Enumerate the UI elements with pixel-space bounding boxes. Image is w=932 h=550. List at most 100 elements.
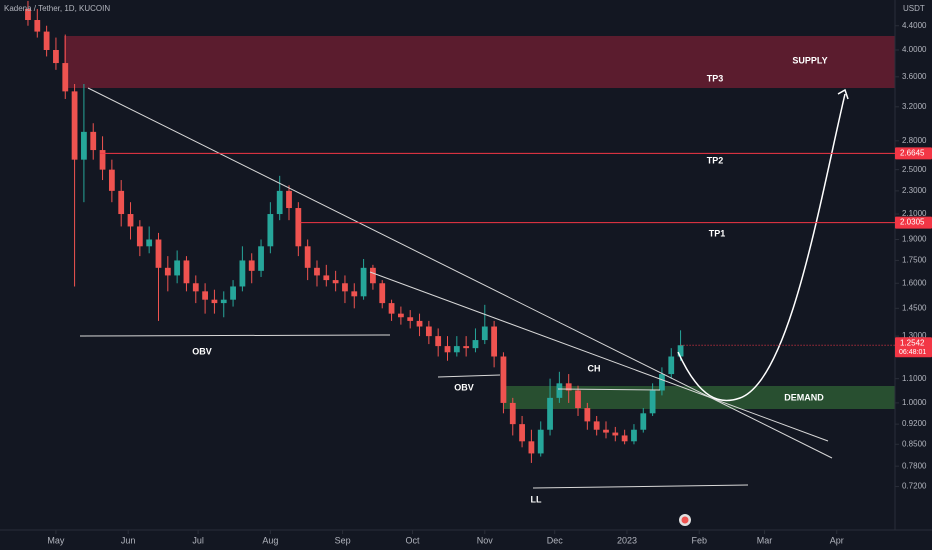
last-price-box [895,337,932,358]
arrow-head [837,88,849,100]
candle-body [640,413,647,430]
ch-line [557,388,661,391]
x-tick-label: 2023 [617,535,637,545]
y-tick-label: 4.4000 [902,21,927,30]
candle-body [379,283,386,304]
candle-body [463,346,470,349]
x-tick-label: Sep [335,535,351,545]
y-tick-label: 0.7800 [902,461,927,470]
countdown-label: 06:48:01 [899,349,926,356]
candle-body [211,299,218,304]
candle-body [53,49,59,64]
candle-body [668,356,675,375]
x-tick-label: Feb [691,535,707,545]
y-tick-label: 4.0000 [902,45,927,54]
annotation: OBV [192,346,212,356]
candle-body [575,390,581,409]
candle-body [276,190,283,215]
ll-line [532,484,749,489]
candle-body [127,214,134,227]
y-tick-label: 1.7500 [902,256,927,265]
annotation: DEMAND [784,392,824,402]
candle-body [481,326,488,341]
candle-body [444,346,451,353]
candle-body [677,345,684,357]
y-tick-label: 2.8000 [902,136,927,145]
candle-body [220,299,227,304]
candle-body [603,429,609,433]
candle-body [528,441,535,454]
y-tick-label: 1.3000 [902,331,927,340]
candle-body [267,214,274,247]
candle-body [388,303,395,314]
candle-body [370,267,376,284]
x-tick-label: May [47,535,65,545]
y-tick-label: 1.1000 [902,374,927,383]
candle-body [295,208,302,247]
last-price-label: 1.2542 [900,338,925,347]
annotation: TP1 [709,228,726,238]
candle-body [491,326,498,357]
candle-body [155,239,162,268]
annotation: TP3 [707,73,724,83]
candle-body [164,267,171,276]
currency-label: USDT [903,4,925,13]
candle-body [174,260,181,276]
candle-body [183,260,190,284]
x-tick-label: Apr [830,535,844,545]
x-tick-label: Oct [406,535,421,545]
candle-body [81,131,87,160]
y-tick-label: 0.7200 [902,482,927,491]
candle-body [230,286,236,300]
candle-body [519,424,525,442]
candle-body [397,313,404,318]
x-tick-label: Mar [757,535,773,545]
support-line [79,334,391,337]
x-tick-label: Dec [547,535,564,545]
y-tick-label: 0.8500 [902,439,927,448]
y-tick-label: 3.2000 [902,102,927,111]
candle-body [304,246,311,268]
candle-body [500,356,507,403]
candle-body [43,31,50,50]
candle-body [360,267,367,297]
candle-body [239,260,246,287]
candle-body [416,320,423,327]
candles [25,0,684,463]
candle-body [342,283,348,292]
candle-body [547,397,553,430]
symbol-title: Kadena / Tether, 1D, KUCOIN [4,4,110,13]
candle-body [314,267,320,276]
projection-arrow [677,93,846,402]
candle-body [202,291,208,300]
y-tick-label: 1.6000 [902,278,927,287]
annotation: TP2 [707,155,724,165]
candle-body [537,429,544,454]
candle-body [332,280,339,284]
candle-body [71,91,78,160]
y-tick-label: 2.1000 [902,209,927,218]
candle-body [649,390,656,414]
x-tick-label: Jun [121,535,136,545]
candle-body [556,383,563,398]
candle-body [593,421,600,430]
candle-body [612,432,619,436]
support-line [437,374,501,378]
annotation: CH [588,363,601,373]
x-tick-label: Aug [262,535,278,545]
candle-body [453,346,460,353]
y-tick-label: 1.9000 [902,235,927,244]
candle-body [407,317,414,321]
candle-body [192,283,199,292]
candle-body [659,374,665,391]
y-tick-label: 2.3000 [902,186,927,195]
y-tick-label: 3.6000 [902,72,927,81]
candle-body [435,336,442,347]
candle-body [323,275,330,281]
candle-body [90,131,97,151]
annotation: SUPPLY [792,55,827,65]
candle-body [621,435,628,442]
candle-body [509,402,516,425]
